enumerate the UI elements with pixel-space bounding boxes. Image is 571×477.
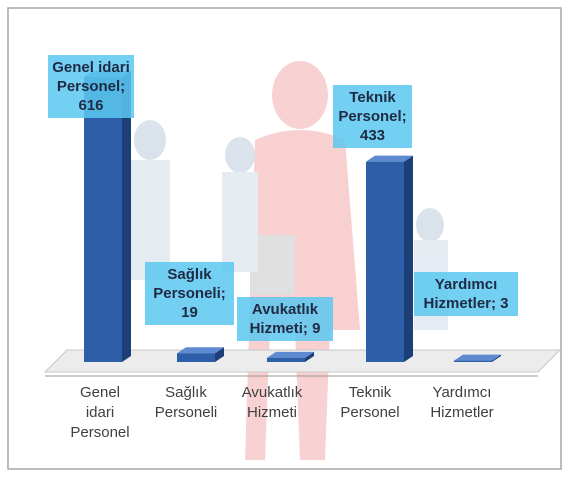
bar [84, 76, 122, 362]
bar [366, 161, 404, 362]
bar-side [122, 70, 131, 362]
data-label: Genel idari Personel; 616 [48, 55, 134, 118]
data-label: Yardımcı Hizmetler; 3 [414, 272, 518, 316]
x-tick-label: Sağlık Personeli [154, 384, 218, 421]
bar-side [305, 351, 314, 362]
bar-side [404, 155, 413, 362]
bar-top [267, 351, 314, 358]
frame [7, 7, 562, 470]
bar-side [215, 347, 224, 362]
bar-top [366, 155, 413, 162]
x-tick-label: Teknik Personel [340, 384, 400, 421]
background-figures [130, 61, 448, 460]
bar [454, 360, 492, 362]
x-tick-label: Yardımcı Hizmetler [430, 384, 494, 421]
bar [267, 357, 305, 362]
bar-side [492, 354, 501, 362]
bar [177, 353, 215, 362]
data-label: Avukatlık Hizmeti; 9 [237, 297, 333, 341]
x-tick-label: Avukatlık Hizmeti [241, 384, 303, 421]
bar-top [177, 347, 224, 354]
data-label: Teknik Personel; 433 [333, 85, 412, 148]
bar-top [454, 354, 501, 361]
data-label: Sağlık Personeli; 19 [145, 262, 234, 325]
x-tick-label: Genel idari Personel [70, 384, 130, 441]
